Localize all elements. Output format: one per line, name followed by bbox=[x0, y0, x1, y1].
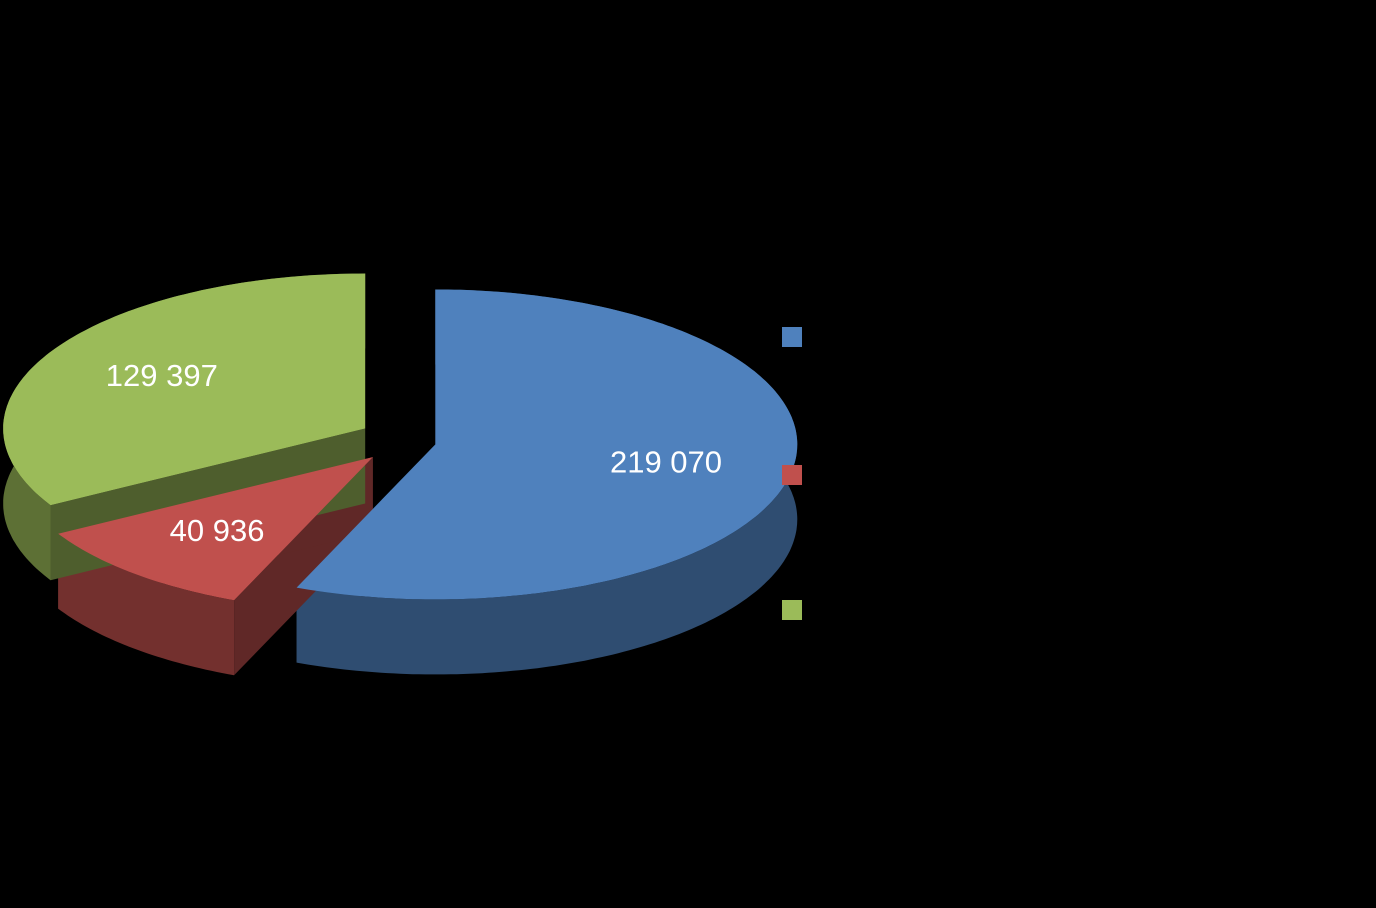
data-labels: 219 070 40 936 129 397 bbox=[106, 358, 722, 548]
data-label: 129 397 bbox=[106, 358, 218, 393]
data-label: 219 070 bbox=[610, 444, 722, 479]
slice-wall bbox=[58, 533, 235, 676]
legend bbox=[782, 327, 802, 620]
slice bbox=[3, 273, 366, 506]
slice-tops bbox=[3, 273, 798, 601]
slice bbox=[58, 457, 373, 601]
legend-swatch bbox=[782, 327, 802, 347]
slice bbox=[296, 289, 798, 600]
legend-swatch bbox=[782, 465, 802, 485]
data-label: 40 936 bbox=[170, 513, 265, 548]
legend-swatch bbox=[782, 600, 802, 620]
